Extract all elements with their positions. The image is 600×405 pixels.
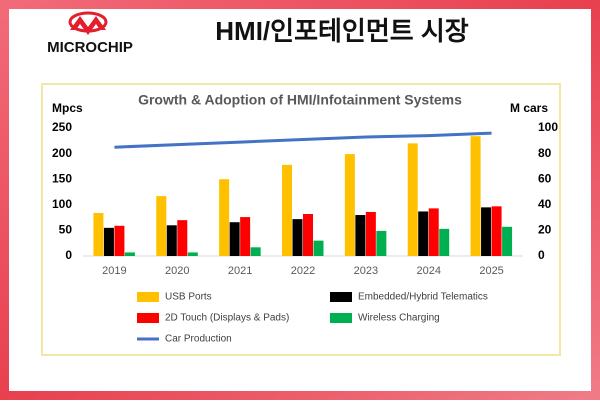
slide-title: HMI/인포테인먼트 시장 bbox=[215, 16, 469, 46]
logo-text: MICROCHIP bbox=[47, 39, 133, 56]
x-tick-label: 2020 bbox=[165, 265, 189, 277]
y2-tick-label: 40 bbox=[538, 197, 552, 211]
bar bbox=[177, 220, 188, 256]
bar bbox=[166, 225, 177, 256]
bar bbox=[407, 143, 418, 256]
y-tick-label: 150 bbox=[52, 171, 72, 185]
bar bbox=[292, 219, 303, 256]
bar bbox=[470, 136, 481, 256]
legend-label: USB Ports bbox=[165, 292, 212, 303]
x-tick-label: 2021 bbox=[228, 265, 252, 277]
y2-tick-label: 80 bbox=[538, 146, 552, 160]
y-tick-label: 100 bbox=[52, 197, 72, 211]
y2-tick-label: 60 bbox=[538, 171, 552, 185]
logo-icon bbox=[68, 11, 108, 35]
bar bbox=[313, 240, 324, 256]
legend-swatch bbox=[330, 313, 352, 323]
y2-tick-label: 100 bbox=[538, 120, 558, 134]
bar bbox=[229, 222, 240, 256]
legend-swatch bbox=[137, 313, 159, 323]
bar bbox=[114, 225, 125, 256]
x-tick-label: 2022 bbox=[291, 265, 315, 277]
bar bbox=[344, 154, 355, 256]
y-tick-label: 0 bbox=[65, 248, 72, 262]
line bbox=[114, 131, 492, 149]
bar bbox=[502, 226, 513, 256]
bar bbox=[250, 247, 261, 256]
bar bbox=[282, 164, 292, 256]
bar bbox=[491, 206, 502, 256]
bar bbox=[156, 196, 167, 256]
bar bbox=[418, 211, 429, 256]
bar bbox=[439, 228, 450, 256]
bar bbox=[481, 207, 492, 256]
bar bbox=[187, 252, 198, 256]
y-tick-label: 200 bbox=[52, 146, 72, 160]
y2-tick-label: 20 bbox=[538, 223, 552, 237]
bar bbox=[93, 212, 104, 256]
bar bbox=[303, 214, 313, 256]
legend-swatch bbox=[137, 292, 159, 302]
y-axis-label: Mpcs bbox=[52, 101, 83, 115]
bar bbox=[219, 179, 230, 256]
y-tick-label: 50 bbox=[59, 223, 73, 237]
y2-axis-label: M cars bbox=[510, 101, 548, 115]
legend-label: 2D Touch (Displays & Pads) bbox=[165, 313, 289, 324]
legend-label: Embedded/Hybrid Telematics bbox=[358, 292, 488, 303]
bar bbox=[103, 227, 114, 256]
bar bbox=[355, 215, 366, 256]
legend-label: Wireless Charging bbox=[358, 313, 440, 324]
legend-label: Car Production bbox=[165, 334, 232, 345]
y-tick-label: 250 bbox=[52, 120, 72, 134]
x-tick-label: 2023 bbox=[354, 265, 378, 277]
chart-title: Growth & Adoption of HMI/Infotainment Sy… bbox=[138, 92, 462, 108]
legend-swatch bbox=[330, 292, 352, 302]
bar bbox=[365, 211, 376, 256]
y2-tick-label: 0 bbox=[538, 248, 545, 262]
bar bbox=[428, 208, 439, 256]
x-tick-label: 2025 bbox=[479, 265, 503, 277]
bar bbox=[376, 230, 387, 256]
x-tick-label: 2019 bbox=[102, 265, 126, 277]
bar bbox=[124, 252, 135, 256]
x-tick-label: 2024 bbox=[416, 265, 440, 277]
bar bbox=[240, 217, 251, 256]
